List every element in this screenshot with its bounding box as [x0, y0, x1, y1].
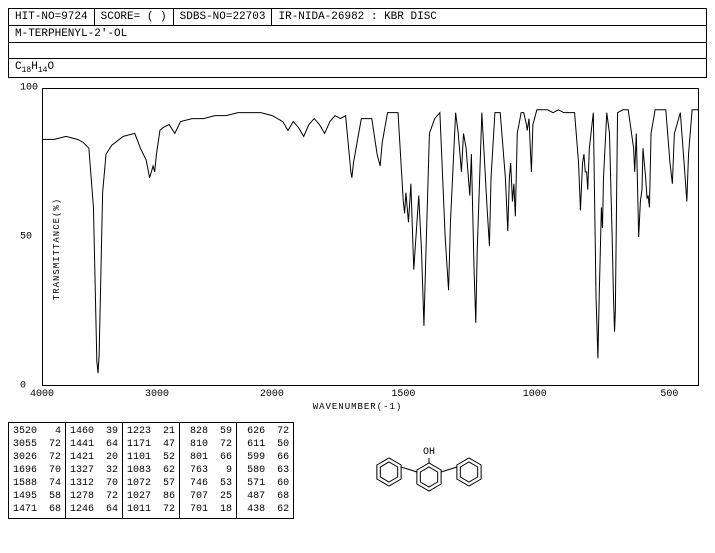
peak-column: 626 72 611 50 599 66 580 63 571 60 487 6…: [237, 423, 293, 518]
peak-row: 487 68: [241, 490, 289, 503]
x-tick: 500: [660, 389, 678, 400]
x-tick: 2000: [260, 389, 284, 400]
peak-row: 1278 72: [70, 490, 118, 503]
peak-column: 1460 391441 641421 201327 321312 701278 …: [66, 423, 123, 518]
peak-row: 1460 39: [70, 425, 118, 438]
ir-info: IR-NIDA-26982 : KBR DISC: [272, 9, 706, 25]
peak-row: 810 72: [184, 438, 232, 451]
peak-row: 599 66: [241, 451, 289, 464]
y-tick: 100: [20, 83, 38, 94]
peak-row: 1072 57: [127, 477, 175, 490]
peak-column: 1223 211171 471101 521083 621072 571027 …: [123, 423, 180, 518]
compound-name: M-TERPHENYL-2'-OL: [8, 26, 707, 43]
peak-row: 1101 52: [127, 451, 175, 464]
peak-row: 3026 72: [13, 451, 61, 464]
peak-table: 3520 43055 723026 721696 701588 741495 5…: [8, 422, 294, 519]
peak-row: 1083 62: [127, 464, 175, 477]
peak-row: 580 63: [241, 464, 289, 477]
peak-row: 3520 4: [13, 425, 61, 438]
peak-row: 3055 72: [13, 438, 61, 451]
peak-row: 1495 58: [13, 490, 61, 503]
molecule-structure: OH: [354, 422, 504, 516]
peak-row: 611 50: [241, 438, 289, 451]
peak-row: 1246 64: [70, 503, 118, 516]
peak-row: 1223 21: [127, 425, 175, 438]
peak-column: 3520 43055 723026 721696 701588 741495 5…: [9, 423, 66, 518]
peak-row: 1696 70: [13, 464, 61, 477]
sdbs-no: SDBS-NO=22703: [174, 9, 273, 25]
bottom-section: 3520 43055 723026 721696 701588 741495 5…: [8, 422, 707, 519]
peak-row: 1312 70: [70, 477, 118, 490]
peak-row: 1588 74: [13, 477, 61, 490]
peak-row: 707 25: [184, 490, 232, 503]
y-tick: 50: [20, 232, 32, 243]
peak-row: 701 18: [184, 503, 232, 516]
y-tick: 0: [20, 381, 26, 392]
peak-row: 571 60: [241, 477, 289, 490]
peak-row: 1011 72: [127, 503, 175, 516]
svg-text:OH: OH: [423, 447, 435, 458]
peak-row: 438 62: [241, 503, 289, 516]
peak-row: 1441 64: [70, 438, 118, 451]
peak-row: 626 72: [241, 425, 289, 438]
peak-row: 1471 68: [13, 503, 61, 516]
x-axis-label: WAVENUMBER(-1): [313, 402, 403, 412]
hit-no: HIT-NO=9724: [9, 9, 95, 25]
blank-row: [8, 43, 707, 59]
score: SCORE= ( ): [95, 9, 174, 25]
peak-row: 1421 20: [70, 451, 118, 464]
peak-row: 801 66: [184, 451, 232, 464]
peak-row: 828 59: [184, 425, 232, 438]
peak-row: 1327 32: [70, 464, 118, 477]
x-tick: 1000: [523, 389, 547, 400]
plot-area: [42, 88, 699, 386]
spectrum-line: [43, 89, 698, 385]
peak-row: 746 53: [184, 477, 232, 490]
spectrum-chart: TRANSMITTANCE(%) 050100 4000300020001500…: [8, 84, 707, 414]
peak-row: 763 9: [184, 464, 232, 477]
header-bar: HIT-NO=9724 SCORE= ( ) SDBS-NO=22703 IR-…: [8, 8, 707, 26]
x-tick: 3000: [145, 389, 169, 400]
peak-column: 828 59 810 72 801 66 763 9 746 53 707 25…: [180, 423, 237, 518]
x-tick: 1500: [391, 389, 415, 400]
peak-row: 1171 47: [127, 438, 175, 451]
x-tick: 4000: [30, 389, 54, 400]
molecular-formula: C18H14O: [8, 59, 707, 78]
peak-row: 1027 86: [127, 490, 175, 503]
